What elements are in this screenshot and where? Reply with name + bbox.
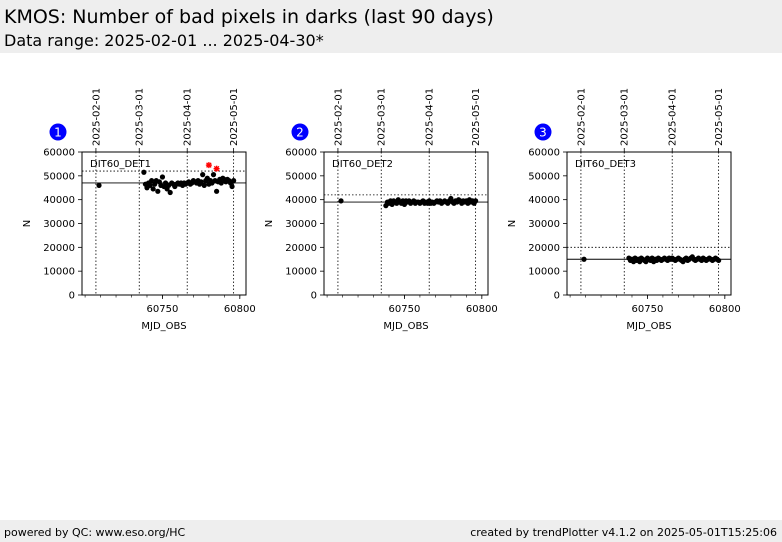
x-axis-label: MJD_OBS	[626, 321, 671, 332]
footer-timestamp: created by trendPlotter v4.1.2 on 2025-0…	[470, 526, 777, 539]
date-tick-label: 2025-02-01	[333, 88, 344, 146]
x-tick-label: 60750	[147, 304, 179, 315]
outlier-point	[205, 162, 212, 169]
date-tick-label: 2025-04-01	[668, 88, 679, 146]
data-point	[147, 182, 153, 188]
date-tick-label: 2025-03-01	[377, 88, 388, 146]
x-tick-label: 60750	[389, 304, 421, 315]
y-tick-label: 60000	[528, 148, 560, 159]
date-tick-label: 2025-02-01	[91, 88, 102, 146]
panel-label: DIT60_DET1	[90, 159, 151, 170]
data-point	[198, 179, 204, 185]
y-tick-label: 10000	[43, 267, 75, 278]
data-point	[155, 188, 161, 194]
y-axis-label: N	[22, 220, 33, 227]
date-tick-label: 2025-03-01	[135, 88, 146, 146]
data-point	[581, 256, 587, 262]
y-tick-label: 0	[554, 291, 560, 302]
data-point	[231, 178, 237, 184]
y-tick-label: 50000	[43, 171, 75, 182]
header-bar: KMOS: Number of bad pixels in darks (las…	[0, 0, 782, 53]
y-tick-label: 0	[69, 291, 75, 302]
footer-credit: powered by QC: www.eso.org/HC	[4, 526, 186, 539]
panel-label: DIT60_DET3	[575, 159, 636, 170]
chart-panel-3: 3 2025-02-01 2025-03-01 2025-04-01 2025-05-0…	[507, 88, 741, 332]
chart-badge-circle	[49, 123, 67, 141]
y-tick-label: 20000	[528, 243, 560, 254]
page-subtitle: Data range: 2025-02-01 ... 2025-04-30*	[4, 31, 324, 50]
page-title: KMOS: Number of bad pixels in darks (las…	[4, 6, 494, 28]
y-tick-label: 40000	[43, 195, 75, 206]
data-point	[201, 182, 207, 188]
y-tick-label: 0	[311, 291, 317, 302]
data-point	[149, 178, 155, 184]
data-point	[167, 189, 173, 196]
chart-badge-circle	[291, 123, 309, 141]
x-tick-label: 60800	[466, 304, 498, 315]
data-point	[338, 198, 344, 204]
x-axis-label: MJD_OBS	[383, 321, 428, 332]
data-point	[141, 169, 147, 175]
chart-panel-1: 1 2025-02-01 2025-03-01 2025-04-01 2025-05-0…	[22, 88, 256, 332]
y-tick-label: 10000	[528, 267, 560, 278]
date-tick-label: 2025-05-01	[714, 88, 725, 146]
data-point	[150, 186, 156, 192]
y-tick-label: 30000	[285, 219, 317, 230]
y-tick-label: 10000	[285, 267, 317, 278]
y-tick-label: 60000	[285, 148, 317, 159]
y-axis-label: N	[264, 220, 275, 227]
x-tick-label: 60750	[632, 304, 664, 315]
data-point	[210, 172, 217, 178]
x-axis-label: MJD_OBS	[141, 321, 186, 332]
data-point	[473, 198, 479, 204]
y-tick-label: 20000	[285, 243, 317, 254]
y-tick-label: 40000	[285, 195, 317, 206]
plot-frame	[323, 151, 489, 296]
panel-label: DIT60_DET2	[332, 159, 393, 170]
y-tick-label: 50000	[528, 171, 560, 182]
date-tick-label: 2025-04-01	[183, 88, 194, 146]
y-tick-label: 20000	[43, 243, 75, 254]
y-tick-label: 40000	[528, 195, 560, 206]
chart-panel-2: 2 2025-02-01 2025-03-01 2025-04-01 2025-05-0…	[264, 88, 498, 332]
x-tick-label: 60800	[709, 304, 741, 315]
date-tick-label: 2025-03-01	[620, 88, 631, 146]
plot-frame	[566, 151, 732, 296]
data-point	[716, 257, 722, 264]
date-tick-label: 2025-02-01	[576, 88, 587, 146]
date-tick-label: 2025-05-01	[471, 88, 482, 146]
chart-badge-label: 1	[54, 126, 62, 140]
data-point	[229, 183, 235, 190]
date-tick-label: 2025-05-01	[229, 88, 240, 146]
data-point	[159, 174, 166, 180]
plot-frame	[81, 151, 247, 296]
outlier-mark	[213, 165, 220, 172]
chart-badge-label: 3	[539, 126, 547, 140]
y-tick-label: 50000	[285, 171, 317, 182]
y-tick-label: 30000	[528, 219, 560, 230]
footer-bar: powered by QC: www.eso.org/HC created by…	[0, 520, 782, 542]
outlier-point	[213, 165, 220, 172]
data-point	[214, 188, 220, 194]
x-tick-label: 60800	[224, 304, 256, 315]
y-axis-label: N	[507, 220, 518, 227]
y-tick-label: 60000	[43, 148, 75, 159]
data-point	[96, 182, 102, 188]
y-tick-label: 30000	[43, 219, 75, 230]
date-tick-label: 2025-04-01	[425, 88, 436, 146]
data-point	[218, 180, 224, 186]
chart-badge-label: 2	[296, 126, 304, 140]
chart-badge-circle	[534, 123, 552, 141]
outlier-mark	[206, 162, 212, 168]
data-point	[200, 172, 206, 178]
